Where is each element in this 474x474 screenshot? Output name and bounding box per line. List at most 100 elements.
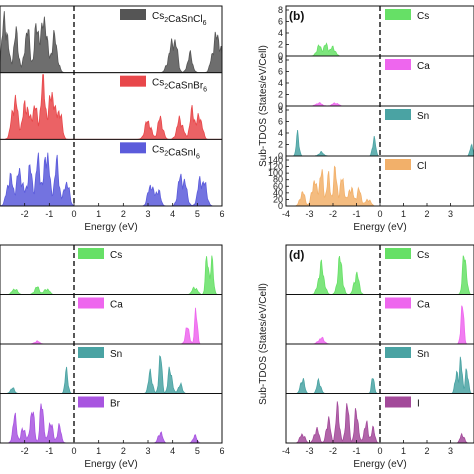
legend-swatch bbox=[385, 59, 411, 70]
y-tick-label: 6 bbox=[278, 67, 283, 77]
subpanel-a-cs2casnbr6: Cs2CaSnBr6 bbox=[0, 74, 222, 140]
x-tick-label: 3 bbox=[145, 209, 150, 219]
legend-label: Cs bbox=[110, 250, 122, 261]
y-tick-label: 0 bbox=[278, 201, 283, 211]
legend-swatch bbox=[78, 347, 104, 358]
x-tick-label: 1 bbox=[401, 209, 406, 219]
legend-label: Cl bbox=[417, 161, 426, 172]
x-tick-label: -2 bbox=[21, 209, 29, 219]
y-tick-label: 0 bbox=[278, 101, 283, 111]
subpanel-b-sn: 02 46 8 Sn bbox=[278, 105, 474, 161]
legend-label: Cs2CaSnBr6 bbox=[152, 78, 207, 94]
subpanel-b-cs: 02 46 8 Cs bbox=[278, 5, 474, 61]
subpanel-c-cs: Cs bbox=[0, 248, 222, 295]
subpanel-c-ca: Ca bbox=[0, 297, 222, 345]
legend-label: Sn bbox=[417, 349, 429, 360]
x-tick-label: 2 bbox=[121, 446, 126, 456]
legend-swatch bbox=[78, 297, 104, 309]
x-tick-label: -1 bbox=[45, 209, 53, 219]
x-axis-title: Energy (eV) bbox=[84, 459, 137, 470]
x-tick-label: -1 bbox=[352, 446, 360, 456]
y-tick-label: 4 bbox=[278, 78, 283, 88]
x-tick-label: 6 bbox=[219, 209, 224, 219]
legend-ca: Ca bbox=[385, 59, 430, 72]
x-tick-label: 5 bbox=[195, 446, 200, 456]
y-tick-label: 6 bbox=[278, 17, 283, 27]
y-tick-label: 80 bbox=[273, 175, 283, 185]
legend-cs2casni6: Cs2CaSnI6 bbox=[120, 142, 200, 160]
y-tick-label: 4 bbox=[278, 128, 283, 138]
dos-area-cs bbox=[0, 255, 222, 295]
x-tick-label: -2 bbox=[329, 446, 337, 456]
legend-label: Sn bbox=[110, 349, 122, 360]
legend-label: Br bbox=[110, 399, 121, 410]
dos-area-cs2casni6 bbox=[0, 152, 222, 207]
legend-cs2casncl6: Cs2CaSnCl6 bbox=[120, 9, 207, 27]
x-tick-label: 2 bbox=[121, 209, 126, 219]
legend-sn: Sn bbox=[78, 347, 122, 360]
legend-swatch bbox=[120, 75, 146, 87]
panel-a: Cs2CaSnCl6 Cs2CaSnBr6 Cs2CaSnI6 -2 -1 0 1 2 3 4 5 6… bbox=[0, 5, 225, 233]
y-tick-label: 0 bbox=[278, 151, 283, 161]
subpanel-d-i: I bbox=[286, 396, 474, 444]
legend-label: Cs bbox=[417, 11, 429, 22]
legend-swatch bbox=[78, 396, 104, 408]
dos-area-sn bbox=[0, 355, 222, 394]
legend-cs2casnbr6: Cs2CaSnBr6 bbox=[120, 75, 207, 94]
y-axis-title: Sub-TDOS (States/eV/Cell) bbox=[258, 283, 269, 405]
legend-swatch bbox=[385, 9, 411, 20]
panel-frame bbox=[0, 5, 223, 207]
y-tick-label: 140 bbox=[268, 155, 283, 165]
legend-sn: Sn bbox=[385, 347, 429, 360]
panel-label: (d) bbox=[289, 248, 304, 262]
x-axis-title: Energy (eV) bbox=[353, 222, 406, 233]
x-axis-title: Energy (eV) bbox=[84, 222, 137, 233]
legend-swatch bbox=[385, 347, 411, 358]
legend-cs: Cs bbox=[385, 248, 429, 261]
x-tick-label: 0 bbox=[377, 209, 382, 219]
legend-label: Cs bbox=[417, 250, 429, 261]
x-tick-label: -3 bbox=[305, 209, 313, 219]
panel-d: Cs Ca Sn I -4 -3 -2 -1 0 1 2 3 Energy (eV) Sub-TDOS (… bbox=[258, 244, 474, 470]
legend-label: Cs2CaSnCl6 bbox=[152, 11, 207, 27]
x-tick-label: 3 bbox=[145, 446, 150, 456]
x-tick-label: -4 bbox=[282, 209, 290, 219]
legend-swatch bbox=[120, 9, 146, 20]
legend-label: Ca bbox=[417, 300, 430, 311]
x-tick-label: 0 bbox=[377, 446, 382, 456]
x-tick-label: -2 bbox=[329, 209, 337, 219]
y-tick-label: 6 bbox=[278, 117, 283, 127]
subpanel-a-cs2casncl6: Cs2CaSnCl6 bbox=[0, 9, 223, 74]
subpanel-b-ca: 02 46 8 Ca bbox=[278, 55, 474, 111]
subpanel-c-sn: Sn bbox=[0, 347, 222, 394]
legend-sn: Sn bbox=[385, 109, 429, 122]
legend-swatch bbox=[120, 142, 146, 154]
panel-label: (b) bbox=[289, 9, 304, 23]
subpanel-c-br: Br bbox=[0, 396, 222, 444]
legend-br: Br bbox=[78, 396, 121, 410]
legend-swatch bbox=[385, 396, 411, 408]
legend-cs: Cs bbox=[385, 9, 429, 22]
y-tick-label: 2 bbox=[278, 140, 283, 150]
legend-swatch bbox=[385, 297, 411, 309]
x-tick-label: -3 bbox=[305, 446, 313, 456]
x-tick-label: 1 bbox=[401, 446, 406, 456]
y-tick-label: 8 bbox=[278, 55, 283, 65]
x-tick-label: 1 bbox=[96, 446, 101, 456]
legend-cs: Cs bbox=[78, 248, 122, 261]
x-tick-label: -2 bbox=[21, 446, 29, 456]
x-tick-label: -1 bbox=[45, 446, 53, 456]
legend-swatch bbox=[385, 159, 411, 170]
x-tick-label: 3 bbox=[448, 446, 453, 456]
y-tick-label: 4 bbox=[278, 28, 283, 38]
dos-area-ca bbox=[0, 307, 222, 345]
y-tick-label: 8 bbox=[278, 5, 283, 15]
x-tick-label: 0 bbox=[71, 446, 76, 456]
legend-label: Cs2CaSnI6 bbox=[152, 144, 200, 160]
subpanel-a-cs2casni6: Cs2CaSnI6 bbox=[0, 142, 222, 207]
y-tick-label: 2 bbox=[278, 40, 283, 50]
x-tick-label: 2 bbox=[424, 209, 429, 219]
y-tick-label: 20 bbox=[273, 194, 283, 204]
